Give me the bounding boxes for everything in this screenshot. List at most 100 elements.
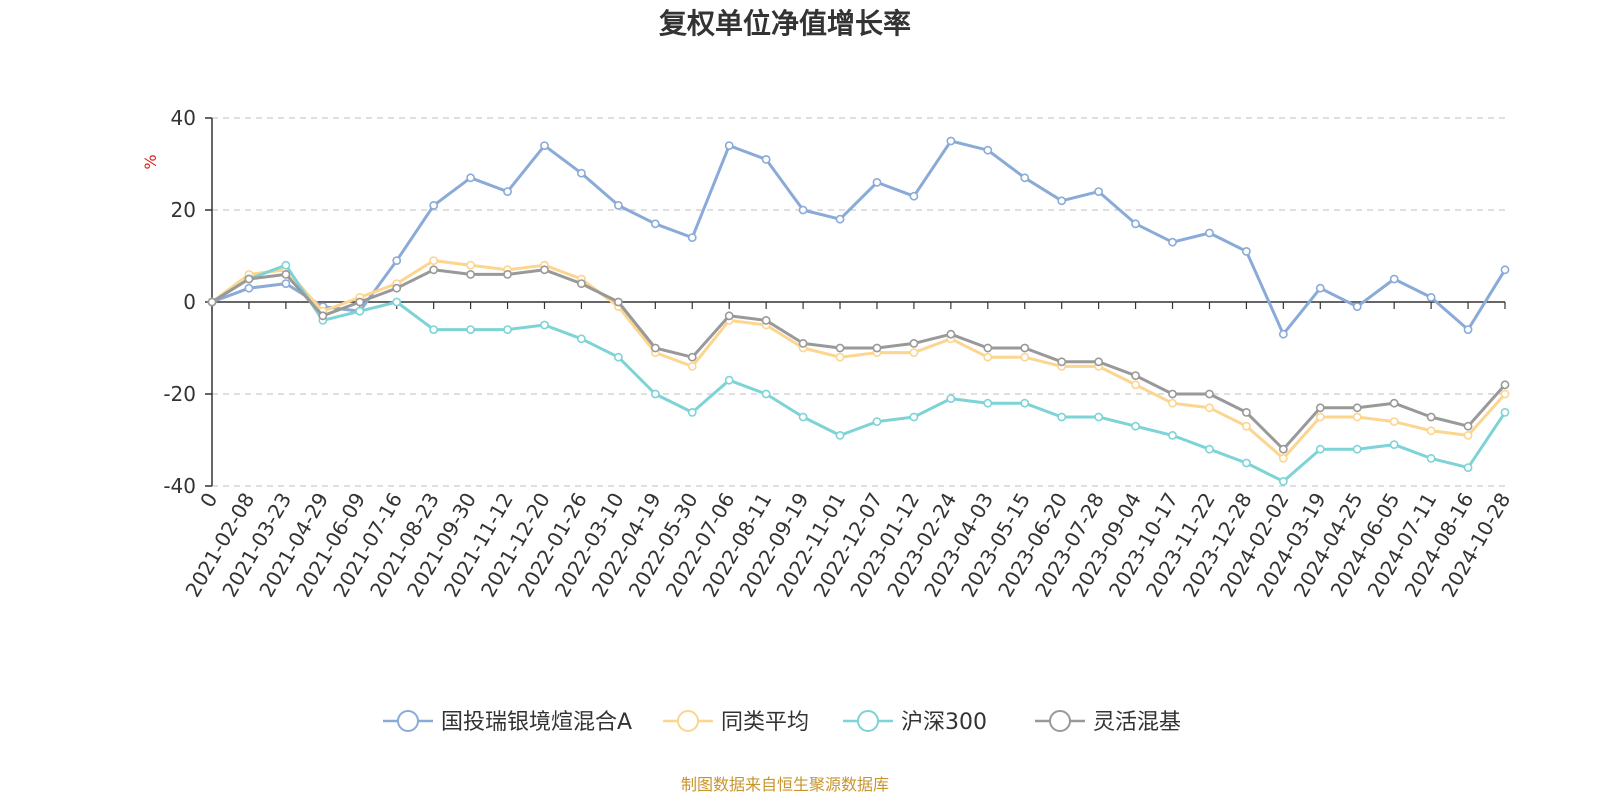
data-point <box>1242 407 1251 417</box>
data-point <box>909 338 919 348</box>
series-line <box>210 263 1507 483</box>
data-point <box>392 297 402 307</box>
data-point <box>207 297 217 307</box>
data-point <box>761 154 771 164</box>
legend-item[interactable]: 同类平均 <box>663 710 809 735</box>
data-point <box>392 283 402 293</box>
series-line <box>210 259 1507 460</box>
data-point <box>835 214 845 224</box>
data-point <box>983 398 993 408</box>
series-group <box>207 260 1510 486</box>
data-point <box>872 343 882 353</box>
data-point <box>1426 292 1436 302</box>
data-point <box>503 269 512 279</box>
data-point <box>1205 389 1214 399</box>
data-point <box>1426 426 1436 436</box>
data-point <box>983 343 993 353</box>
data-point <box>1020 352 1030 362</box>
y-tick-label: 20 <box>171 198 196 222</box>
data-point <box>1389 440 1399 449</box>
data-point <box>650 389 660 399</box>
legend-item[interactable]: 沪深300 <box>843 710 987 735</box>
series-line <box>210 268 1507 451</box>
data-point <box>281 279 291 288</box>
data-point <box>1278 453 1288 463</box>
data-point <box>1168 430 1177 440</box>
data-point <box>1463 325 1473 334</box>
data-point <box>540 265 549 275</box>
data-point <box>1352 302 1362 311</box>
legend-marker <box>677 710 699 732</box>
y-tick-labels: 40 20 0 -20 -40 <box>163 106 196 498</box>
data-point <box>724 141 734 150</box>
data-point <box>466 269 475 279</box>
data-point <box>1168 389 1177 399</box>
data-point <box>1463 430 1473 440</box>
source-note: 制图数据来自恒生聚源数据库 <box>681 775 889 794</box>
data-point <box>724 311 734 321</box>
data-point <box>1352 403 1362 413</box>
data-point <box>1168 237 1177 247</box>
y-tick-label: -20 <box>163 382 196 406</box>
legend-label: 国投瑞银境煊混合A <box>441 710 632 735</box>
data-point <box>650 343 660 353</box>
data-point <box>1500 380 1510 390</box>
legend-item[interactable]: 国投瑞银境煊混合A <box>383 710 632 735</box>
legend-marker <box>857 710 879 732</box>
legend-marker <box>397 710 419 732</box>
data-point <box>835 430 845 440</box>
data-point <box>392 256 402 265</box>
legend-label: 沪深300 <box>901 710 987 735</box>
legend-label: 同类平均 <box>721 710 809 735</box>
data-point <box>244 283 254 293</box>
data-point <box>281 260 291 270</box>
data-point <box>1131 380 1140 390</box>
x-tick-labels: 02021-02-082021-03-232021-04-292021-06-0… <box>180 489 1515 602</box>
data-point <box>613 200 623 210</box>
data-point <box>1500 265 1510 275</box>
data-point <box>466 325 475 334</box>
data-point <box>1463 463 1473 472</box>
data-point <box>540 320 549 330</box>
data-point <box>466 173 475 183</box>
chart-title: 复权单位净值增长率 <box>659 7 911 40</box>
series-group <box>207 136 1510 339</box>
data-point <box>1389 417 1399 426</box>
data-point <box>577 279 586 288</box>
data-point <box>983 352 993 362</box>
data-point <box>1352 412 1362 422</box>
data-point <box>577 334 586 344</box>
data-point <box>1057 412 1067 422</box>
data-point <box>1057 196 1067 206</box>
data-point <box>872 177 882 187</box>
data-point <box>835 343 845 353</box>
data-point <box>835 352 845 362</box>
data-point <box>1205 444 1214 454</box>
legend-item[interactable]: 灵活混基 <box>1035 710 1181 735</box>
data-point <box>1020 398 1030 408</box>
data-point <box>1094 187 1104 196</box>
data-point <box>244 274 254 284</box>
data-point <box>798 338 808 348</box>
data-point <box>1352 444 1362 454</box>
data-point <box>1463 421 1473 431</box>
data-point <box>1057 357 1067 367</box>
y-tick-label: 0 <box>183 290 196 314</box>
data-point <box>761 389 771 399</box>
data-point <box>946 394 956 403</box>
data-point <box>1389 274 1399 284</box>
data-point <box>613 352 623 362</box>
data-point <box>355 297 365 307</box>
data-point <box>429 200 439 210</box>
data-point <box>281 269 291 279</box>
data-point <box>1426 453 1436 463</box>
y-tick-label: 40 <box>171 106 196 130</box>
data-point <box>1278 444 1288 454</box>
data-point <box>1389 398 1399 408</box>
data-point <box>1131 421 1140 431</box>
data-point <box>1278 476 1288 486</box>
series-group <box>207 265 1510 454</box>
legend[interactable]: 国投瑞银境煊混合A 同类平均 沪深300 灵活混基 <box>383 710 1181 735</box>
data-point <box>724 375 734 385</box>
data-point <box>1500 407 1510 417</box>
